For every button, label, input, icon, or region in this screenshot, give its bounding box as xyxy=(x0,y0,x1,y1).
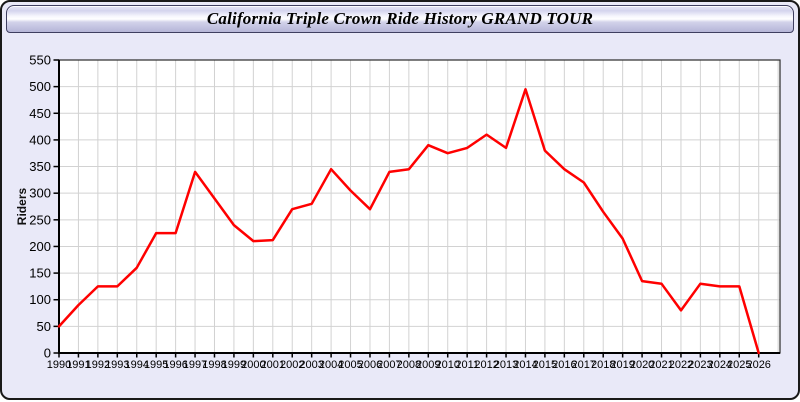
x-tick-label: 2018 xyxy=(591,359,615,371)
y-axis: 0 50 100 150 200 250 300 350 400 450 500 550 xyxy=(29,53,59,361)
riders-series-line xyxy=(57,88,760,355)
x-tick-label: 2013 xyxy=(494,359,518,371)
x-tick-label: 2011 xyxy=(455,359,479,371)
x-tick-label: 2020 xyxy=(630,359,654,371)
x-tick-label: 2000 xyxy=(241,359,265,371)
x-tick-label: 2019 xyxy=(610,359,634,371)
x-tick-label: 2008 xyxy=(397,359,421,371)
x-tick-label: 2021 xyxy=(649,359,673,371)
x-tick-label: 2012 xyxy=(474,359,498,371)
x-tick-label: 2025 xyxy=(727,359,751,371)
x-tick-label: 1995 xyxy=(144,359,168,371)
x-tick-label: 2023 xyxy=(688,359,712,371)
x-tick-label: 2014 xyxy=(513,359,537,371)
y-tick-label: 300 xyxy=(29,186,51,201)
x-tick-label: 2001 xyxy=(261,359,285,371)
x-tick-label: 2024 xyxy=(708,359,732,371)
ride-history-line-chart: 0501001502002503003504004505005501990199… xyxy=(15,53,781,371)
x-tick-label: 2026 xyxy=(746,359,770,371)
y-tick-label: 500 xyxy=(29,79,51,94)
gridlines xyxy=(59,60,780,353)
y-tick-label: 250 xyxy=(29,212,51,227)
y-tick-label: 50 xyxy=(37,319,51,334)
plot-area xyxy=(59,60,780,353)
y-tick-label: 550 xyxy=(29,53,51,68)
x-tick-label: 1996 xyxy=(163,359,187,371)
x-tick-label: 1998 xyxy=(202,359,226,371)
x-tick-label: 1999 xyxy=(222,359,246,371)
x-tick-label: 1997 xyxy=(183,359,207,371)
y-tick-label: 400 xyxy=(29,132,51,147)
x-tick-label: 2022 xyxy=(669,359,693,371)
y-axis-title: Riders xyxy=(15,188,29,226)
x-tick-label: 2005 xyxy=(338,359,362,371)
x-tick-label: 2010 xyxy=(435,359,459,371)
x-tick-label: 2006 xyxy=(358,359,382,371)
x-tick-label: 2016 xyxy=(552,359,576,371)
x-tick-label: 2007 xyxy=(377,359,401,371)
x-tick-label: 2017 xyxy=(572,359,596,371)
x-axis: 1990199119921993199419951996199719981999… xyxy=(47,353,771,371)
x-tick-label: 2004 xyxy=(319,359,343,371)
x-tick-label: 1993 xyxy=(105,359,129,371)
x-tick-label: 1990 xyxy=(47,359,71,371)
x-tick-label: 1994 xyxy=(125,359,149,371)
y-tick-label: 450 xyxy=(29,106,51,121)
x-tick-label: 2015 xyxy=(533,359,557,371)
y-tick-label: 150 xyxy=(29,266,51,281)
y-tick-label: 100 xyxy=(29,292,51,307)
x-tick-label: 1991 xyxy=(66,359,90,371)
x-tick-label: 2003 xyxy=(299,359,323,371)
x-tick-label: 2002 xyxy=(280,359,304,371)
window-title: California Triple Crown Ride History GRA… xyxy=(206,9,594,28)
y-tick-label: 0 xyxy=(44,346,51,361)
y-tick-label: 350 xyxy=(29,159,51,174)
x-tick-label: 1992 xyxy=(86,359,110,371)
window-titlebar: California Triple Crown Ride History GRA… xyxy=(6,5,794,33)
y-tick-label: 200 xyxy=(29,239,51,254)
x-tick-label: 2009 xyxy=(416,359,440,371)
